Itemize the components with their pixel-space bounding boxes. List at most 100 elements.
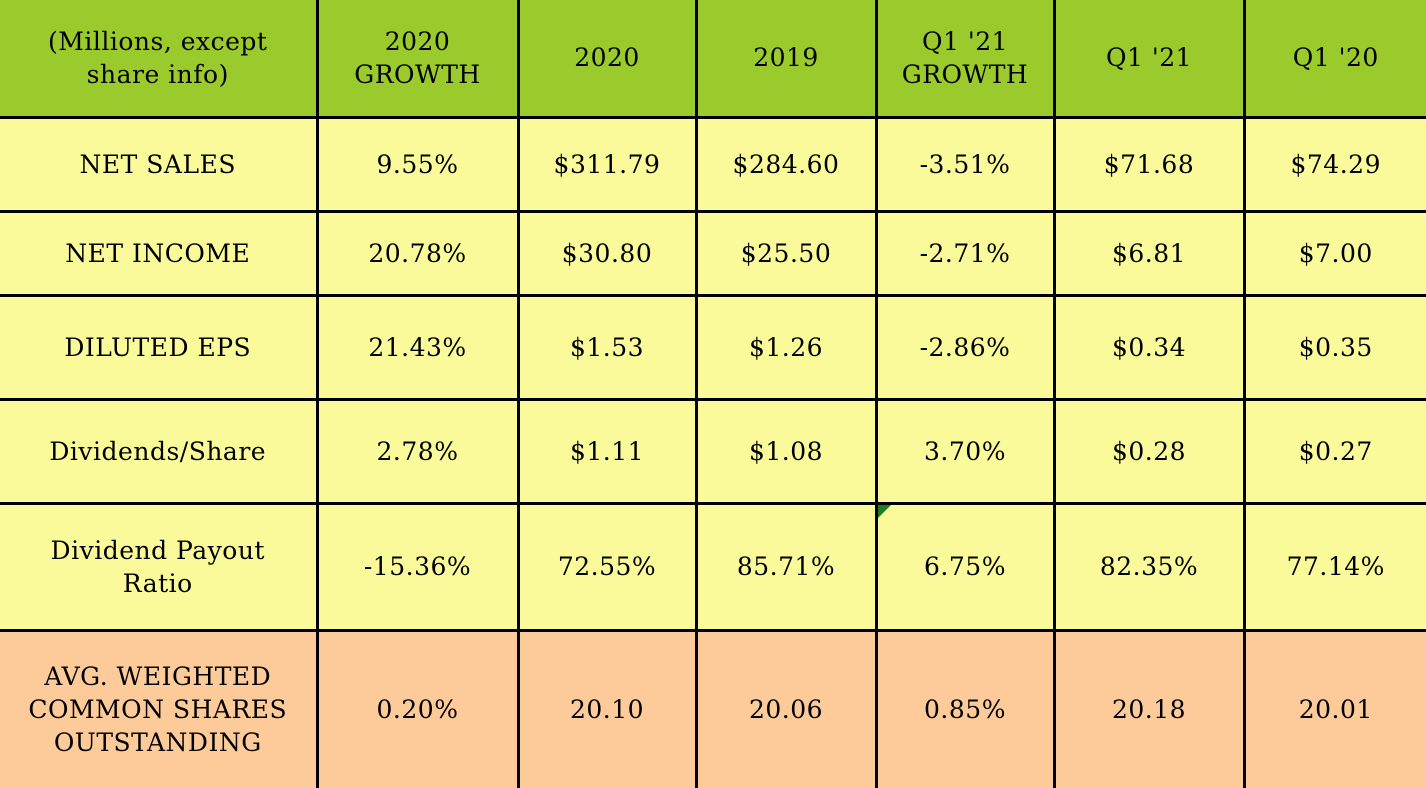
- cell-value: 3.70%: [924, 436, 1006, 466]
- value-cell: 3.70%: [874, 397, 1056, 505]
- row-label: Dividend Payout Ratio: [50, 535, 265, 598]
- cell-value: $311.79: [553, 149, 661, 179]
- cell-value: -15.36%: [363, 552, 472, 581]
- cell-value: $6.81: [1111, 238, 1187, 268]
- value-cell: 0.85%: [874, 628, 1056, 788]
- cell-value: $0.28: [1111, 436, 1187, 466]
- cell-value: $0.35: [1298, 332, 1373, 362]
- row-label: NET INCOME: [65, 238, 251, 268]
- value-cell: $71.68: [1052, 115, 1246, 213]
- cell-value: $30.80: [561, 238, 653, 268]
- cell-value: 20.78%: [368, 238, 467, 268]
- cell-value: 6.75%: [924, 552, 1006, 581]
- value-cell: 2.78%: [315, 397, 520, 505]
- table-row: NET INCOME 20.78% $30.80 $25.50 -2.71% $6.81 $…: [0, 209, 1426, 297]
- cell-value: 20.01: [1298, 695, 1373, 725]
- column-header: 2020: [516, 0, 698, 119]
- header-row: (Millions, except share info) 2020 GROWTH…: [0, 0, 1426, 119]
- value-cell: -15.36%: [315, 501, 520, 632]
- cell-value: 85.71%: [736, 552, 836, 581]
- value-cell: $1.26: [694, 293, 878, 401]
- table-row: Dividend Payout Ratio -15.36% 72.55% 85.71%…: [0, 501, 1426, 632]
- value-cell: $0.27: [1242, 397, 1426, 505]
- value-cell: $6.81: [1052, 209, 1246, 297]
- value-cell: 77.14%: [1242, 501, 1426, 632]
- row-label-cell: NET INCOME: [0, 209, 319, 297]
- cell-value: -3.51%: [919, 149, 1011, 179]
- cell-value: 2.78%: [376, 436, 459, 466]
- value-cell: $311.79: [516, 115, 698, 213]
- cell-value: $284.60: [732, 149, 840, 179]
- cell-value: $0.34: [1111, 332, 1187, 362]
- value-cell: $74.29: [1242, 115, 1426, 213]
- value-cell: $1.08: [694, 397, 878, 505]
- value-cell: 20.01: [1242, 628, 1426, 788]
- value-cell: 20.06: [694, 628, 878, 788]
- row-label-cell: AVG. WEIGHTED COMMON SHARES OUTSTANDING: [0, 628, 319, 788]
- cell-value: 82.35%: [1099, 552, 1199, 581]
- cell-value: 9.55%: [376, 149, 459, 179]
- cell-value: 77.14%: [1286, 552, 1385, 581]
- table-header: (Millions, except share info) 2020 GROWTH…: [0, 0, 1426, 119]
- value-cell: 85.71%: [694, 501, 878, 632]
- cell-value: -2.71%: [919, 238, 1011, 268]
- column-header: Q1 '21 GROWTH: [874, 0, 1056, 119]
- value-cell: -2.71%: [874, 209, 1056, 297]
- value-cell: -3.51%: [874, 115, 1056, 213]
- value-cell: 9.55%: [315, 115, 520, 213]
- cell-value: 0.20%: [376, 695, 459, 725]
- value-cell: $30.80: [516, 209, 698, 297]
- cell-value: $1.11: [569, 436, 645, 466]
- value-cell: 0.20%: [315, 628, 520, 788]
- value-cell: 20.10: [516, 628, 698, 788]
- row-label-cell: DILUTED EPS: [0, 293, 319, 401]
- cell-value: -2.86%: [919, 332, 1011, 362]
- cell-value: $1.26: [748, 332, 824, 362]
- table-row: DILUTED EPS 21.43% $1.53 $1.26 -2.86% $0.34 $0…: [0, 293, 1426, 401]
- table-body: NET SALES 9.55% $311.79 $284.60 -3.51% $71.68…: [0, 115, 1426, 788]
- cell-value: $0.27: [1298, 436, 1373, 466]
- cell-value: $74.29: [1290, 149, 1381, 179]
- value-cell: 20.18: [1052, 628, 1246, 788]
- value-cell: $284.60: [694, 115, 878, 213]
- column-header: Q1 '21: [1052, 0, 1246, 119]
- cell-value: $7.00: [1298, 238, 1373, 268]
- value-cell: 6.75%: [874, 501, 1056, 632]
- row-label: DILUTED EPS: [64, 332, 252, 362]
- value-cell: 82.35%: [1052, 501, 1246, 632]
- value-cell: $1.53: [516, 293, 698, 401]
- row-label: AVG. WEIGHTED COMMON SHARES OUTSTANDING: [28, 662, 288, 758]
- table-row: NET SALES 9.55% $311.79 $284.60 -3.51% $71.68…: [0, 115, 1426, 213]
- row-label: NET SALES: [79, 149, 236, 179]
- row-label-cell: NET SALES: [0, 115, 319, 213]
- value-cell: $0.35: [1242, 293, 1426, 401]
- column-header: Q1 '20: [1242, 0, 1426, 119]
- value-cell: $0.34: [1052, 293, 1246, 401]
- cell-value: $1.08: [748, 436, 824, 466]
- value-cell: 21.43%: [315, 293, 520, 401]
- value-cell: $25.50: [694, 209, 878, 297]
- row-label-cell: Dividends/Share: [0, 397, 319, 505]
- cell-value: 72.55%: [557, 552, 657, 581]
- value-cell: 72.55%: [516, 501, 698, 632]
- cell-value: $71.68: [1103, 149, 1195, 179]
- cell-value: $1.53: [569, 332, 645, 362]
- cell-value: 20.10: [569, 695, 645, 725]
- value-cell: $1.11: [516, 397, 698, 505]
- units-note-header: (Millions, except share info): [0, 0, 319, 119]
- column-header: 2020 GROWTH: [315, 0, 520, 119]
- cell-value: 0.85%: [924, 695, 1006, 725]
- cell-flag-triangle-icon: [877, 504, 891, 518]
- cell-value: $25.50: [740, 238, 832, 268]
- row-label-cell: Dividend Payout Ratio: [0, 501, 319, 632]
- value-cell: $0.28: [1052, 397, 1246, 505]
- table-row: AVG. WEIGHTED COMMON SHARES OUTSTANDING 0…: [0, 628, 1426, 788]
- row-label: Dividends/Share: [49, 436, 267, 466]
- cell-value: 20.18: [1111, 695, 1187, 725]
- cell-value: 21.43%: [368, 332, 467, 362]
- cell-value: 20.06: [748, 695, 824, 725]
- table-row: Dividends/Share 2.78% $1.11 $1.08 3.70% $0.28…: [0, 397, 1426, 505]
- value-cell: $7.00: [1242, 209, 1426, 297]
- value-cell: 20.78%: [315, 209, 520, 297]
